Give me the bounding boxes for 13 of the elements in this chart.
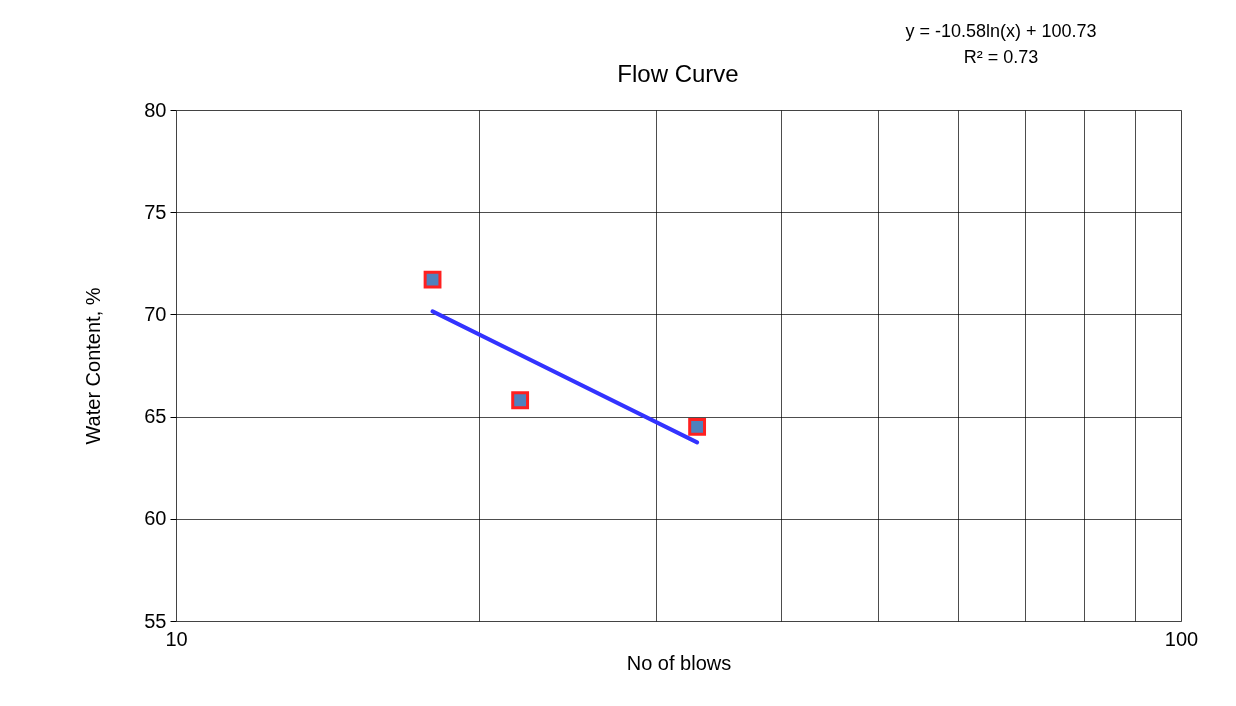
x-axis-title: No of blows	[626, 651, 732, 674]
text: y = -10.58ln(x) + 100.73	[905, 21, 1097, 41]
y-tick-label: 55	[144, 609, 167, 632]
y-tick-label: 70	[144, 302, 167, 325]
chart-title: Flow Curve	[617, 60, 739, 87]
x-tick-label: 100	[1164, 627, 1199, 650]
y-tick-label: 60	[144, 507, 167, 530]
text: R² = 0.73	[963, 47, 1039, 67]
x-tick-label: 10	[165, 627, 188, 650]
y-tick-label: 65	[144, 405, 167, 428]
y-axis-title: Water Content, %	[82, 287, 105, 445]
y-tick-label: 80	[144, 98, 167, 121]
y-tick-label: 75	[144, 200, 167, 223]
